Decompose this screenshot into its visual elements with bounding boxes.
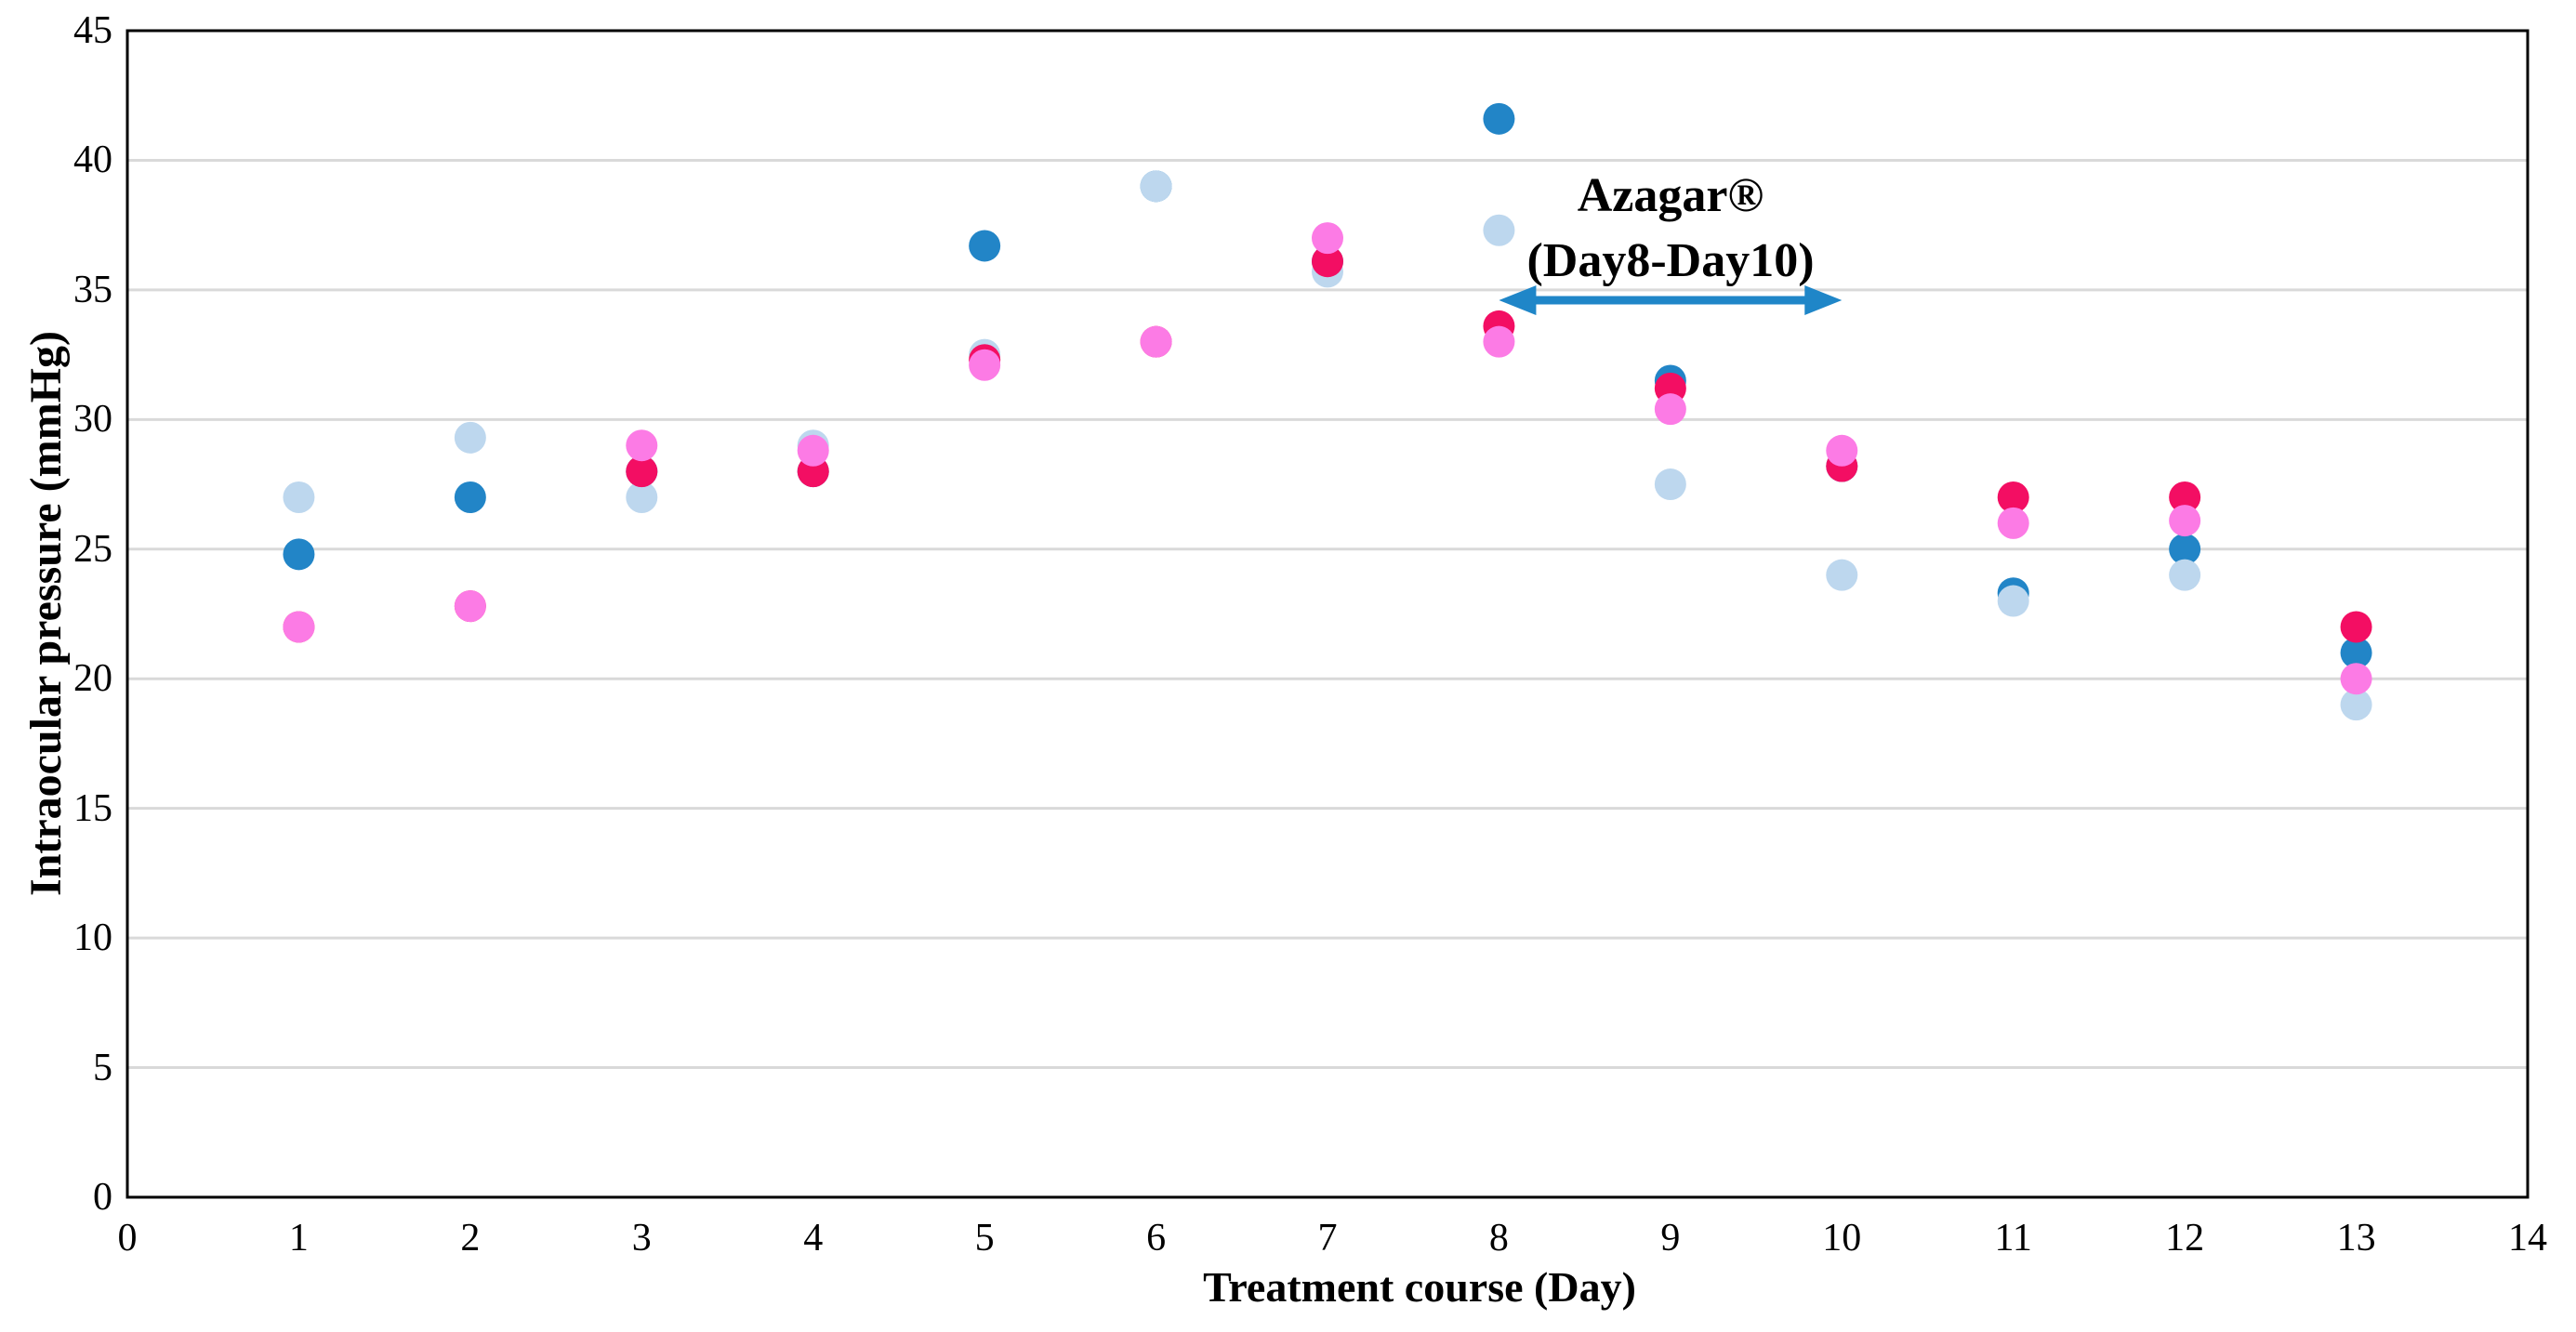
x-tick-label: 1 [288,1217,309,1259]
y-tick-label: 35 [73,268,112,311]
light-blue-dots-point [283,481,315,513]
treatment-arrow-head-right [1804,285,1843,316]
y-tick-label: 40 [73,138,112,182]
light-blue-dots-point [1654,468,1686,501]
y-tick-label: 25 [73,527,112,571]
x-tick-label: 11 [1994,1217,2032,1259]
x-tick-label: 3 [631,1217,652,1259]
magenta-dots-point [1140,325,1172,358]
dark-blue-dots-point [2340,637,2372,669]
magenta-dots-point [283,611,315,643]
y-tick-label: 10 [73,917,112,960]
light-blue-dots-point [454,421,486,454]
plot-frame [125,29,2530,1199]
x-tick-label: 4 [803,1217,824,1259]
dark-blue-dots-point [283,538,315,571]
treatment-annotation: Azagar® (Day8-Day10) [1299,164,2042,294]
dark-blue-dots-point [1483,102,1515,135]
magenta-dots-point [626,429,658,462]
magenta-dots-point [2169,505,2201,537]
light-blue-dots-point [1140,170,1172,203]
light-blue-dots-point [2340,689,2372,721]
light-blue-dots-point [1483,214,1515,246]
light-blue-dots-point [1997,585,2029,617]
x-tick-label: 5 [974,1217,995,1259]
crimson-dots-point [2340,611,2372,643]
y-tick-label: 15 [73,786,112,830]
dark-blue-dots-point [969,230,1001,262]
magenta-dots-point [1312,222,1343,255]
x-tick-label: 10 [1822,1217,1862,1259]
x-tick-label: 6 [1146,1217,1167,1259]
x-tick-label: 14 [2508,1217,2547,1259]
crimson-dots-point [1997,481,2029,513]
magenta-dots-point [2340,663,2372,695]
dark-blue-dots-point [454,481,486,513]
crimson-dots-point [1312,245,1343,278]
magenta-dots-point [969,349,1001,381]
treatment-arrow-head-left [1499,285,1537,316]
y-axis-title: Intraocular pressure (mmHg) [21,331,71,896]
y-tick-label: 0 [93,1176,112,1219]
x-axis-title: Treatment course (Day) [1203,1263,1636,1311]
magenta-dots-point [1997,507,2029,539]
magenta-dots-point [1826,434,1858,467]
x-tick-label: 9 [1660,1217,1681,1259]
dark-blue-dots-point [2169,533,2201,565]
x-tick-label: 7 [1317,1217,1338,1259]
light-blue-dots-point [626,481,658,513]
x-tick-label: 2 [460,1217,481,1259]
light-blue-dots-point [2169,559,2201,591]
x-tick-label: 13 [2336,1217,2376,1259]
treatment-annotation-line1: Azagar® [1577,169,1764,222]
y-tick-label: 45 [73,9,112,52]
crimson-dots-point [2169,481,2201,513]
magenta-dots-point [797,434,829,467]
x-tick-label: 0 [117,1217,138,1259]
crimson-dots-point [626,455,658,488]
light-blue-dots-point [1826,559,1858,591]
y-tick-label: 5 [93,1046,112,1089]
y-tick-label: 20 [73,657,112,701]
y-tick-label: 30 [73,398,112,442]
treatment-annotation-line2: (Day8-Day10) [1526,234,1815,287]
magenta-dots-point [1654,393,1686,426]
x-tick-label: 12 [2165,1217,2205,1259]
x-tick-label: 8 [1488,1217,1509,1259]
magenta-dots-point [454,590,486,623]
magenta-dots-point [1483,325,1515,358]
